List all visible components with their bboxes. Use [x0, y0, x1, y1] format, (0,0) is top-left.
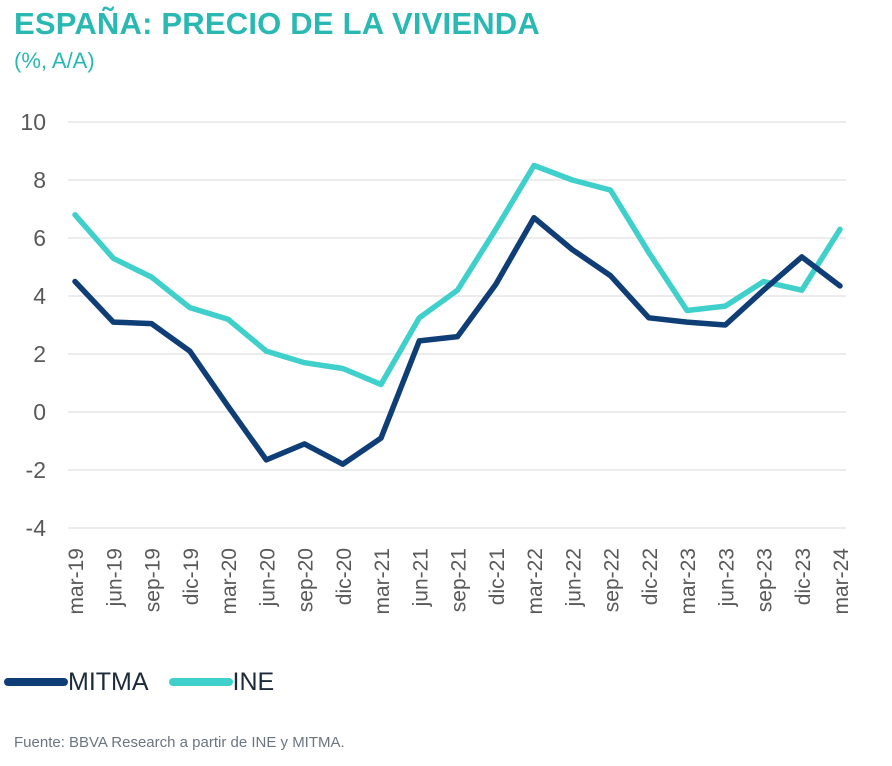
y-tick-label-6: 6	[33, 225, 46, 251]
x-tick-label-dic-20: dic-20	[333, 548, 356, 605]
legend-label-mitma: MITMA	[68, 667, 149, 696]
x-tick-label-mar-22: mar-22	[524, 548, 547, 615]
legend-swatch-ine	[168, 678, 233, 686]
x-tick-label-dic-22: dic-22	[639, 548, 662, 605]
x-tick-label-jun-19: jun-19	[103, 548, 126, 607]
y-tick-label--2: -2	[26, 457, 46, 483]
series-line-ine	[72, 162, 843, 388]
x-tick-label-sep-23: sep-23	[754, 548, 777, 612]
chart-title: ESPAÑA: PRECIO DE LA VIVIENDA	[14, 6, 540, 41]
x-tick-label-dic-23: dic-23	[792, 548, 815, 605]
chart-subtitle: (%, A/A)	[14, 48, 95, 73]
x-tick-label-mar-23: mar-23	[677, 548, 700, 615]
legend-item-mitma: MITMA	[4, 668, 149, 697]
y-tick-label-0: 0	[33, 399, 46, 425]
x-tick-label-jun-22: jun-22	[562, 548, 585, 607]
y-tick-label--4: -4	[26, 515, 47, 541]
legend-swatch-mitma	[4, 678, 68, 686]
source-note: Fuente: BBVA Research a partir de INE y …	[14, 734, 345, 751]
y-tick-label-10: 10	[20, 109, 46, 135]
x-tick-label-mar-19: mar-19	[65, 548, 88, 615]
x-tick-label-sep-19: sep-19	[142, 548, 165, 612]
y-tick-label-2: 2	[33, 341, 46, 367]
x-tick-label-jun-23: jun-23	[715, 548, 738, 607]
x-tick-label-jun-21: jun-21	[409, 548, 432, 607]
x-tick-label-mar-24: mar-24	[830, 548, 853, 615]
x-tick-label-sep-22: sep-22	[601, 548, 624, 612]
y-tick-label-8: 8	[33, 167, 46, 193]
legend-label-ine: INE	[232, 667, 275, 696]
x-tick-label-sep-21: sep-21	[448, 548, 471, 612]
series-line-mitma	[72, 214, 843, 467]
x-tick-label-sep-20: sep-20	[295, 548, 318, 612]
legend-item-ine: INE	[168, 667, 275, 697]
x-tick-label-dic-21: dic-21	[486, 548, 509, 605]
x-tick-label-jun-20: jun-20	[256, 548, 279, 607]
x-tick-label-mar-21: mar-21	[371, 548, 394, 615]
y-tick-label-4: 4	[33, 283, 46, 309]
chart-legend: MITMA INE	[4, 664, 294, 700]
x-tick-label-mar-20: mar-20	[218, 548, 241, 615]
x-tick-label-dic-19: dic-19	[180, 548, 203, 605]
